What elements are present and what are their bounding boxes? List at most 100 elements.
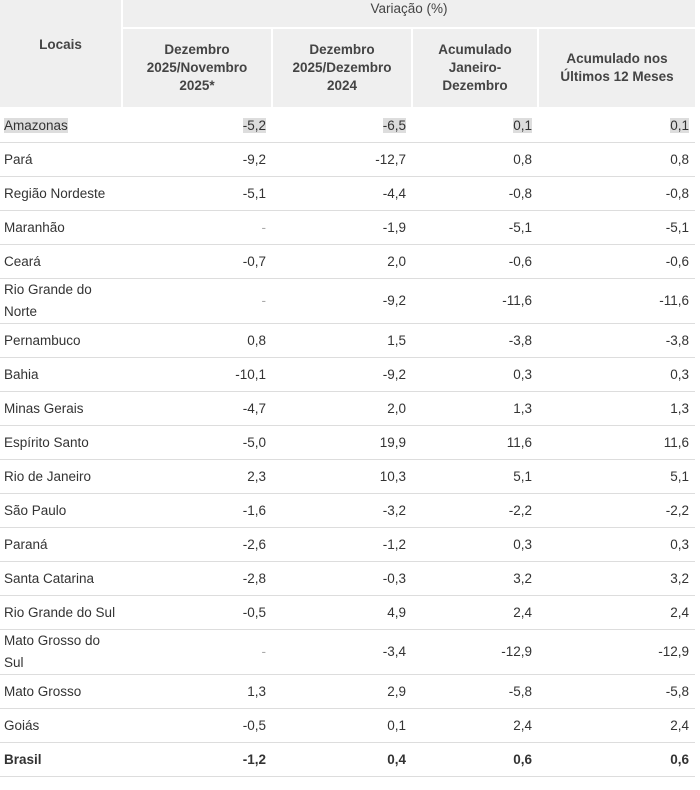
- value: -3,4: [382, 644, 406, 659]
- value: 2,4: [670, 717, 690, 733]
- location-name: Região Nordeste: [4, 185, 106, 201]
- location-name: Mato Grosso: [4, 683, 82, 699]
- value: 0,6: [670, 751, 690, 767]
- value-cell: 10,3: [272, 459, 412, 494]
- value-cell: 11,6: [412, 425, 538, 460]
- value: -5,8: [665, 683, 690, 699]
- value: -0,6: [508, 253, 532, 269]
- table-row: Mato Grosso do Sul - -3,4 -12,9 -12,9: [0, 629, 696, 675]
- location-name: Espírito Santo: [4, 434, 89, 450]
- value-cell: 5,1: [538, 459, 696, 494]
- value: 5,1: [513, 468, 532, 484]
- value: -0,8: [665, 185, 690, 201]
- value: -2,8: [242, 570, 266, 586]
- table-row: Bahia -10,1 -9,2 0,3 0,3: [0, 357, 696, 392]
- location-name: Maranhão: [4, 219, 65, 235]
- location-cell: Rio Grande do Norte: [0, 278, 122, 324]
- value-cell: -: [122, 629, 272, 675]
- value: -3,8: [508, 332, 532, 348]
- value: -9,2: [382, 366, 406, 382]
- value-cell: 19,9: [272, 425, 412, 460]
- value: -1,2: [242, 751, 266, 767]
- location-cell: São Paulo: [0, 493, 122, 528]
- value-cell: -: [122, 278, 272, 324]
- value-cell: -0,7: [122, 244, 272, 279]
- table-row: Pará -9,2 -12,7 0,8 0,8: [0, 142, 696, 177]
- value-cell: -5,2: [122, 108, 272, 143]
- value-cell: -4,4: [272, 176, 412, 211]
- value-cell: -: [122, 210, 272, 245]
- value-cell: -9,2: [272, 278, 412, 324]
- value-cell: -0,6: [412, 244, 538, 279]
- table-row: Minas Gerais -4,7 2,0 1,3 1,3: [0, 391, 696, 426]
- header-group: Variação (%): [120, 0, 696, 29]
- value-cell: 2,9: [272, 674, 412, 709]
- value-cell: 1,3: [412, 391, 538, 426]
- value-cell: 3,2: [538, 561, 696, 596]
- location-cell: Pernambuco: [0, 323, 122, 358]
- table-row: Amazonas -5,2 -6,5 0,1 0,1: [0, 108, 696, 143]
- location-cell: Mato Grosso: [0, 674, 122, 709]
- value: 0,3: [670, 536, 690, 552]
- value: -5,1: [242, 185, 266, 201]
- value-cell: 0,1: [272, 708, 412, 743]
- value-cell: 3,2: [412, 561, 538, 596]
- value-cell: 4,9: [272, 595, 412, 630]
- value: 0,1: [670, 117, 690, 133]
- table-row: Brasil -1,2 0,4 0,6 0,6: [0, 742, 696, 777]
- table-row: Paraná -2,6 -1,2 0,3 0,3: [0, 527, 696, 562]
- value-cell: 0,1: [412, 108, 538, 143]
- value-cell: 0,1: [538, 108, 696, 143]
- value: 0,8: [513, 151, 532, 167]
- value-cell: 2,4: [538, 708, 696, 743]
- value: 5,1: [670, 468, 690, 484]
- value: 19,9: [379, 434, 406, 450]
- value-cell: -4,7: [122, 391, 272, 426]
- value-cell: -0,3: [272, 561, 412, 596]
- value: 3,2: [670, 570, 690, 586]
- data-table: Locais Variação (%) Dezembro 2025/Novemb…: [0, 0, 696, 777]
- table-row: Rio Grande do Sul -0,5 4,9 2,4 2,4: [0, 595, 696, 630]
- value-cell: 2,4: [538, 595, 696, 630]
- location-cell: Pará: [0, 142, 122, 177]
- value: 0,1: [513, 117, 532, 133]
- value-cell: -0,8: [412, 176, 538, 211]
- column-header: Acumulado nos Últimos 12 Meses: [536, 28, 696, 109]
- value: -5,2: [242, 117, 266, 133]
- value: 11,6: [506, 434, 532, 450]
- value: 4,9: [387, 604, 406, 620]
- table-row: Rio de Janeiro 2,3 10,3 5,1 5,1: [0, 459, 696, 494]
- value-cell: 0,3: [412, 357, 538, 392]
- value: -0,7: [242, 253, 266, 269]
- value-cell: 2,4: [412, 708, 538, 743]
- value: -1,6: [242, 502, 266, 518]
- value: -12,9: [501, 644, 532, 659]
- location-cell: Santa Catarina: [0, 561, 122, 596]
- value-cell: -0,5: [122, 708, 272, 743]
- value-cell: 2,0: [272, 244, 412, 279]
- value: -11,6: [659, 293, 690, 308]
- value-cell: 11,6: [538, 425, 696, 460]
- value-cell: -11,6: [538, 278, 696, 324]
- value: -1,2: [382, 536, 406, 552]
- value: 0,8: [670, 151, 690, 167]
- value-cell: -2,2: [538, 493, 696, 528]
- value: -0,3: [382, 570, 406, 586]
- location-cell: Paraná: [0, 527, 122, 562]
- value: 2,0: [387, 253, 406, 269]
- table-body: Amazonas -5,2 -6,5 0,1 0,1 Pará -9,2 -12,7 0,8 0,…: [0, 108, 696, 777]
- value: 0,3: [513, 536, 532, 552]
- location-name: Amazonas: [4, 117, 68, 133]
- value-cell: 2,4: [412, 595, 538, 630]
- value-cell: -5,8: [538, 674, 696, 709]
- value-cell: 1,5: [272, 323, 412, 358]
- value-cell: 2,0: [272, 391, 412, 426]
- value: -4,7: [242, 400, 266, 416]
- location-name: Rio Grande do Sul: [4, 604, 116, 620]
- location-name: Pernambuco: [4, 332, 81, 348]
- value-cell: -12,9: [538, 629, 696, 675]
- value: 11,6: [663, 434, 690, 450]
- value-cell: -12,7: [272, 142, 412, 177]
- table-row: Rio Grande do Norte - -9,2 -11,6 -11,6: [0, 278, 696, 324]
- location-name: Minas Gerais: [4, 400, 84, 416]
